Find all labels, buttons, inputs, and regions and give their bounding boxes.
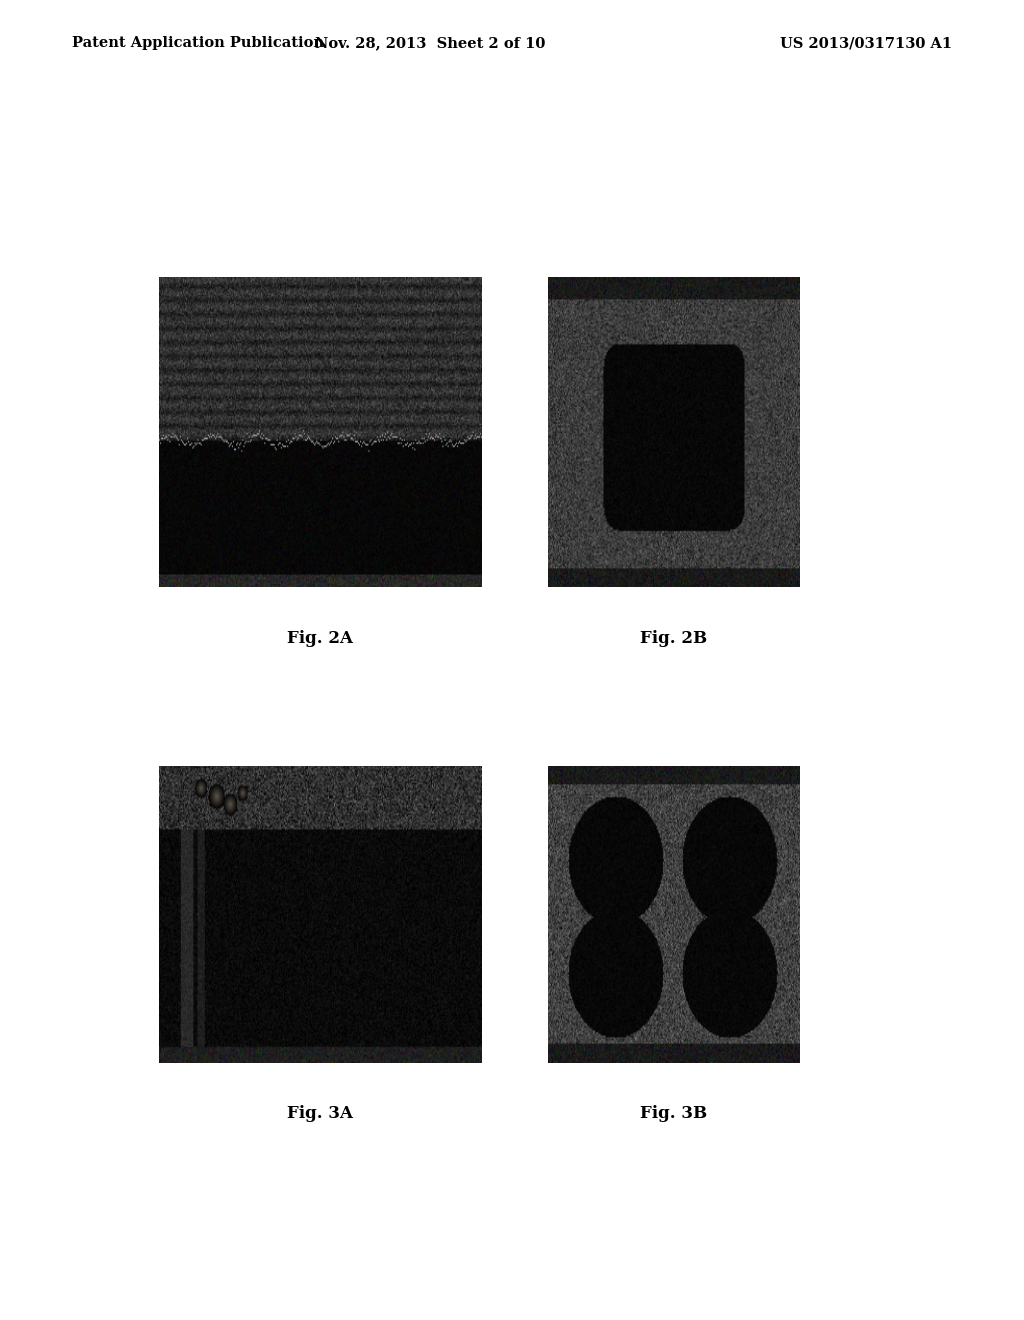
Text: Patent Application Publication: Patent Application Publication: [72, 36, 324, 50]
Text: US 2013/0317130 A1: US 2013/0317130 A1: [780, 36, 952, 50]
Text: Fig. 3A: Fig. 3A: [287, 1105, 353, 1122]
Text: Fig. 2A: Fig. 2A: [287, 630, 353, 647]
Text: Nov. 28, 2013  Sheet 2 of 10: Nov. 28, 2013 Sheet 2 of 10: [315, 36, 545, 50]
Text: Fig. 3B: Fig. 3B: [640, 1105, 708, 1122]
Text: Fig. 2B: Fig. 2B: [640, 630, 708, 647]
